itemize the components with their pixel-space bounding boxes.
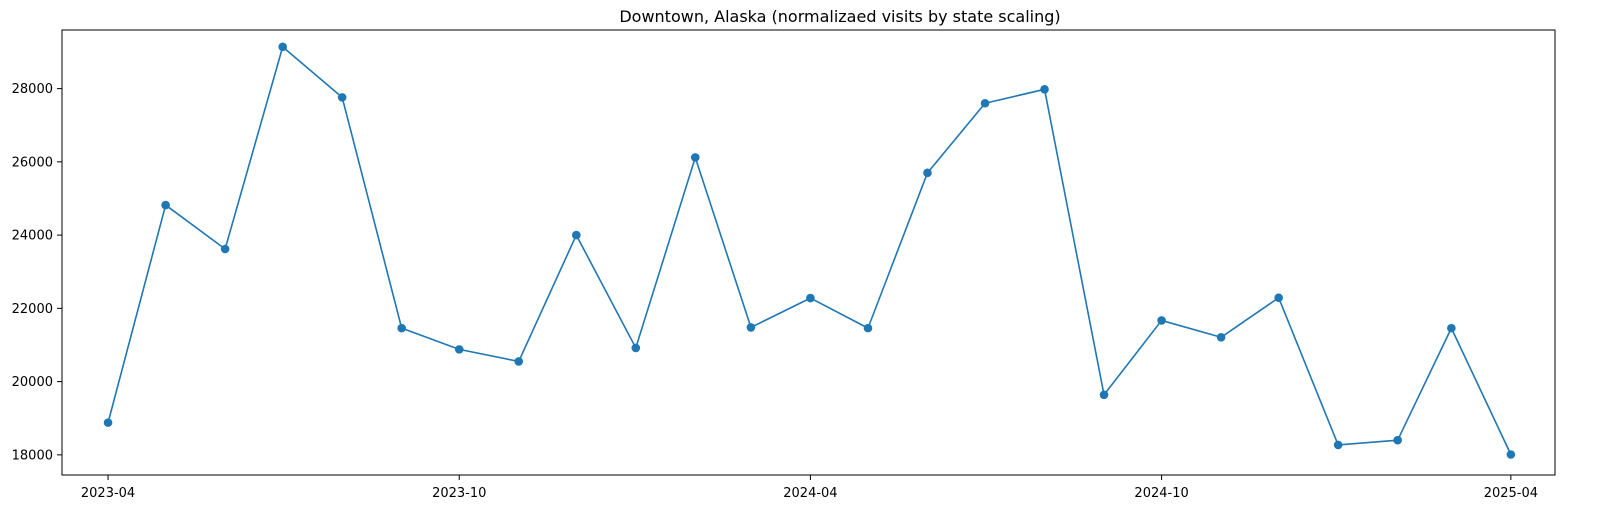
data-point [1040,85,1049,94]
y-tick-label: 22000 [12,302,53,317]
series-line [107,46,1512,455]
data-point [806,293,815,303]
y-tick-label: 26000 [12,155,53,170]
data-point [1447,323,1456,333]
y-tick-label: 18000 [12,448,53,463]
data-point [1393,435,1402,445]
data-point [631,343,641,353]
data-point [863,323,873,333]
plot-area [103,42,1516,459]
data-point [337,93,347,102]
x-tick-label: 2023-04 [81,486,135,501]
data-point [1099,390,1109,400]
data-point [161,200,170,210]
data-point [1506,450,1516,459]
data-point [397,323,406,333]
data-point [514,357,524,366]
data-point [1157,316,1166,325]
data-point [454,345,464,354]
data-point [923,168,932,178]
x-tick-label: 2025-04 [1484,486,1538,501]
y-tick-label: 24000 [12,229,53,244]
data-point [1216,332,1226,342]
data-point [746,323,756,332]
chart-title: Downtown, Alaska (normalizaed visits by … [619,7,1060,26]
y-tick-label: 20000 [12,375,53,390]
data-point [571,230,581,240]
y-axis: 18000 20000 22000 24000 26000 28000 [12,82,62,463]
data-point [690,153,700,162]
axes-frame [61,29,1556,476]
x-axis: 2023-04 2023-10 2024-04 2024-10 2025-04 [81,475,1538,501]
data-point [103,418,113,427]
data-point [1274,293,1283,303]
x-tick-label: 2024-04 [783,486,837,501]
data-point [1333,440,1343,450]
data-point [220,244,230,254]
x-tick-label: 2023-10 [432,486,486,501]
data-point [278,42,287,52]
y-tick-label: 28000 [12,82,53,97]
data-point [980,98,990,108]
x-tick-label: 2024-10 [1134,486,1188,501]
